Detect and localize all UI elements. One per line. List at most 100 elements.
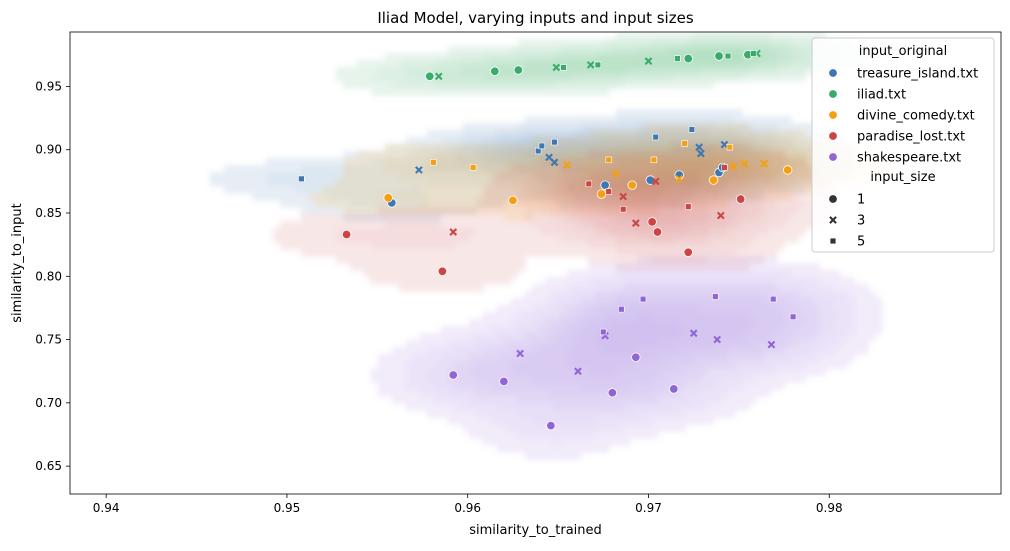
kde-iliad — [336, 32, 869, 96]
legend-size-label: 3 — [857, 214, 865, 229]
data-point — [574, 367, 582, 376]
data-point — [782, 165, 793, 175]
series-iliad — [425, 49, 761, 82]
data-point — [770, 295, 777, 303]
data-point — [516, 349, 524, 358]
legend-item-paradise-lost: paradise_lost.txt — [828, 130, 965, 145]
y-tick-label: 0.65 — [35, 459, 62, 473]
data-point — [619, 206, 627, 213]
data-point — [430, 159, 437, 166]
data-point — [789, 313, 797, 320]
data-point — [724, 52, 732, 60]
x-tick-label: 0.98 — [816, 501, 843, 515]
data-point — [546, 420, 556, 431]
kde-level-8 — [672, 53, 743, 61]
data-point — [714, 51, 724, 61]
data-point — [683, 247, 693, 257]
kde-density-contours — [210, 32, 897, 460]
data-point — [767, 340, 776, 349]
legend-hue-entries: treasure_island.txt iliad.txt divine_comed… — [828, 67, 978, 166]
data-point — [651, 177, 660, 186]
legend-swatch — [828, 152, 838, 162]
data-point — [469, 164, 477, 171]
data-point — [674, 55, 681, 62]
data-point — [341, 229, 352, 240]
y-tick-label: 0.80 — [35, 269, 62, 283]
legend: input_original treasure_island.txt iliad.… — [811, 37, 995, 253]
data-point — [434, 72, 443, 81]
data-point — [708, 175, 719, 185]
legend-size-label: 1 — [857, 193, 865, 208]
y-tick-label: 0.70 — [35, 396, 62, 410]
legend-box — [811, 37, 995, 253]
data-point — [490, 66, 500, 76]
data-point — [619, 192, 628, 201]
y-tick-label: 0.95 — [35, 79, 62, 93]
data-point — [760, 159, 769, 168]
data-points — [298, 49, 797, 431]
data-point — [712, 293, 719, 300]
series-divine-comedy — [383, 140, 793, 206]
x-tick-label: 0.95 — [274, 501, 301, 515]
data-point — [538, 142, 546, 150]
legend-item-treasure-island: treasure_island.txt — [828, 67, 978, 82]
data-point — [639, 295, 647, 303]
kde-shakespeare — [371, 256, 883, 460]
x-tick-label: 0.94 — [93, 501, 120, 515]
data-point — [607, 388, 618, 398]
kde-paradise-lost — [273, 144, 834, 292]
x-axis-label: similarity_to_trained — [469, 523, 602, 538]
data-point — [644, 57, 653, 65]
data-point — [750, 50, 757, 57]
data-point — [650, 156, 658, 164]
x-axis: 0.94 0.95 0.96 0.97 0.98 — [93, 494, 843, 515]
kde-fill-iliad — [336, 32, 869, 96]
data-point — [383, 193, 393, 203]
data-point — [688, 126, 696, 133]
legend-size-swatch — [829, 237, 837, 245]
legend-size-label: 5 — [857, 235, 865, 250]
kde-fill-shakespeare — [371, 256, 883, 460]
data-point — [585, 180, 593, 188]
data-point — [726, 143, 734, 151]
data-point — [600, 180, 610, 190]
chart-title: Iliad Model, varying inputs and input si… — [377, 9, 693, 27]
kde-level-8 — [595, 312, 687, 355]
data-point — [508, 195, 518, 206]
data-point — [437, 266, 448, 276]
data-point — [415, 166, 423, 174]
data-point — [594, 61, 602, 69]
data-point — [560, 64, 567, 71]
legend-size-entries: 1 3 5 — [828, 193, 865, 250]
y-tick-label: 0.85 — [35, 206, 62, 220]
y-tick-label: 0.90 — [35, 143, 62, 157]
legend-swatch — [828, 89, 838, 99]
data-point — [596, 189, 607, 199]
data-point — [713, 335, 722, 344]
data-point — [448, 370, 458, 380]
x-tick-label: 0.97 — [635, 501, 662, 515]
data-point — [605, 156, 612, 164]
legend-size-item-3: 3 — [829, 214, 865, 229]
data-point — [631, 219, 640, 227]
data-point — [631, 352, 641, 362]
data-point — [721, 164, 728, 171]
data-point — [669, 384, 679, 394]
data-point — [563, 161, 571, 169]
legend-size-swatch — [828, 194, 838, 204]
data-point — [513, 65, 524, 75]
data-point — [740, 159, 749, 168]
data-point — [600, 328, 607, 336]
legend-swatch — [828, 68, 838, 78]
data-point — [735, 194, 746, 204]
data-point — [685, 203, 692, 210]
legend-item-divine-comedy: divine_comedy.txt — [828, 109, 975, 124]
y-axis: 0.65 0.70 0.75 0.80 0.85 0.90 0.95 — [35, 79, 70, 473]
kde-level-8 — [623, 193, 687, 222]
y-tick-label: 0.75 — [35, 333, 62, 347]
legend-swatch — [828, 110, 838, 120]
data-point — [552, 63, 561, 72]
data-point — [550, 158, 559, 167]
